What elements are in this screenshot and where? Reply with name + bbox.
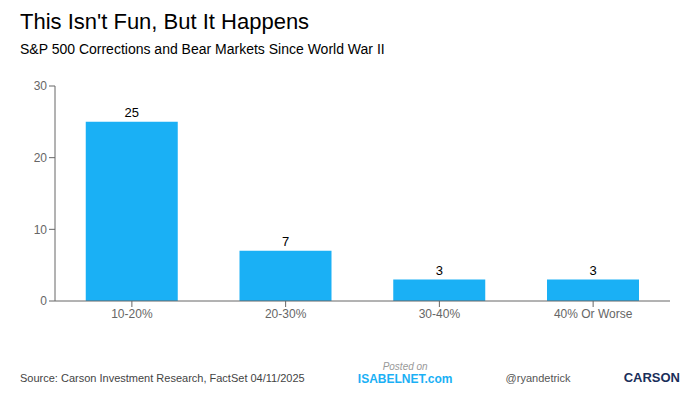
svg-text:3: 3 — [436, 263, 443, 278]
html-text:CARSON: CARSON — [623, 370, 680, 385]
svg-text:10: 10 — [34, 223, 48, 237]
html-text:@ryandetrick: @ryandetrick — [505, 372, 571, 384]
html-text:S&P 500 Corrections and Bear M: S&P 500 Corrections and Bear Markets Sin… — [20, 41, 385, 57]
svg-text:20: 20 — [34, 151, 48, 165]
html-text:ISABELNET.com: ISABELNET.com — [357, 372, 453, 386]
svg-text:40% Or Worse: 40% Or Worse — [554, 307, 633, 321]
svg-text:7: 7 — [282, 234, 289, 249]
svg-text:30-40%: 30-40% — [419, 307, 461, 321]
html-text:This Isn't Fun, But It Happens: This Isn't Fun, But It Happens — [20, 9, 310, 34]
svg-text:20-30%: 20-30% — [265, 307, 307, 321]
svg-text:10-20%: 10-20% — [111, 307, 153, 321]
html-text:Posted on: Posted on — [382, 361, 428, 372]
svg-text:25: 25 — [125, 105, 139, 120]
svg-text:0: 0 — [40, 294, 47, 308]
svg-text:3: 3 — [589, 263, 596, 278]
html-text:Source: Carson Investment Rese: Source: Carson Investment Research, Fact… — [20, 372, 305, 384]
svg-text:30: 30 — [34, 79, 48, 93]
